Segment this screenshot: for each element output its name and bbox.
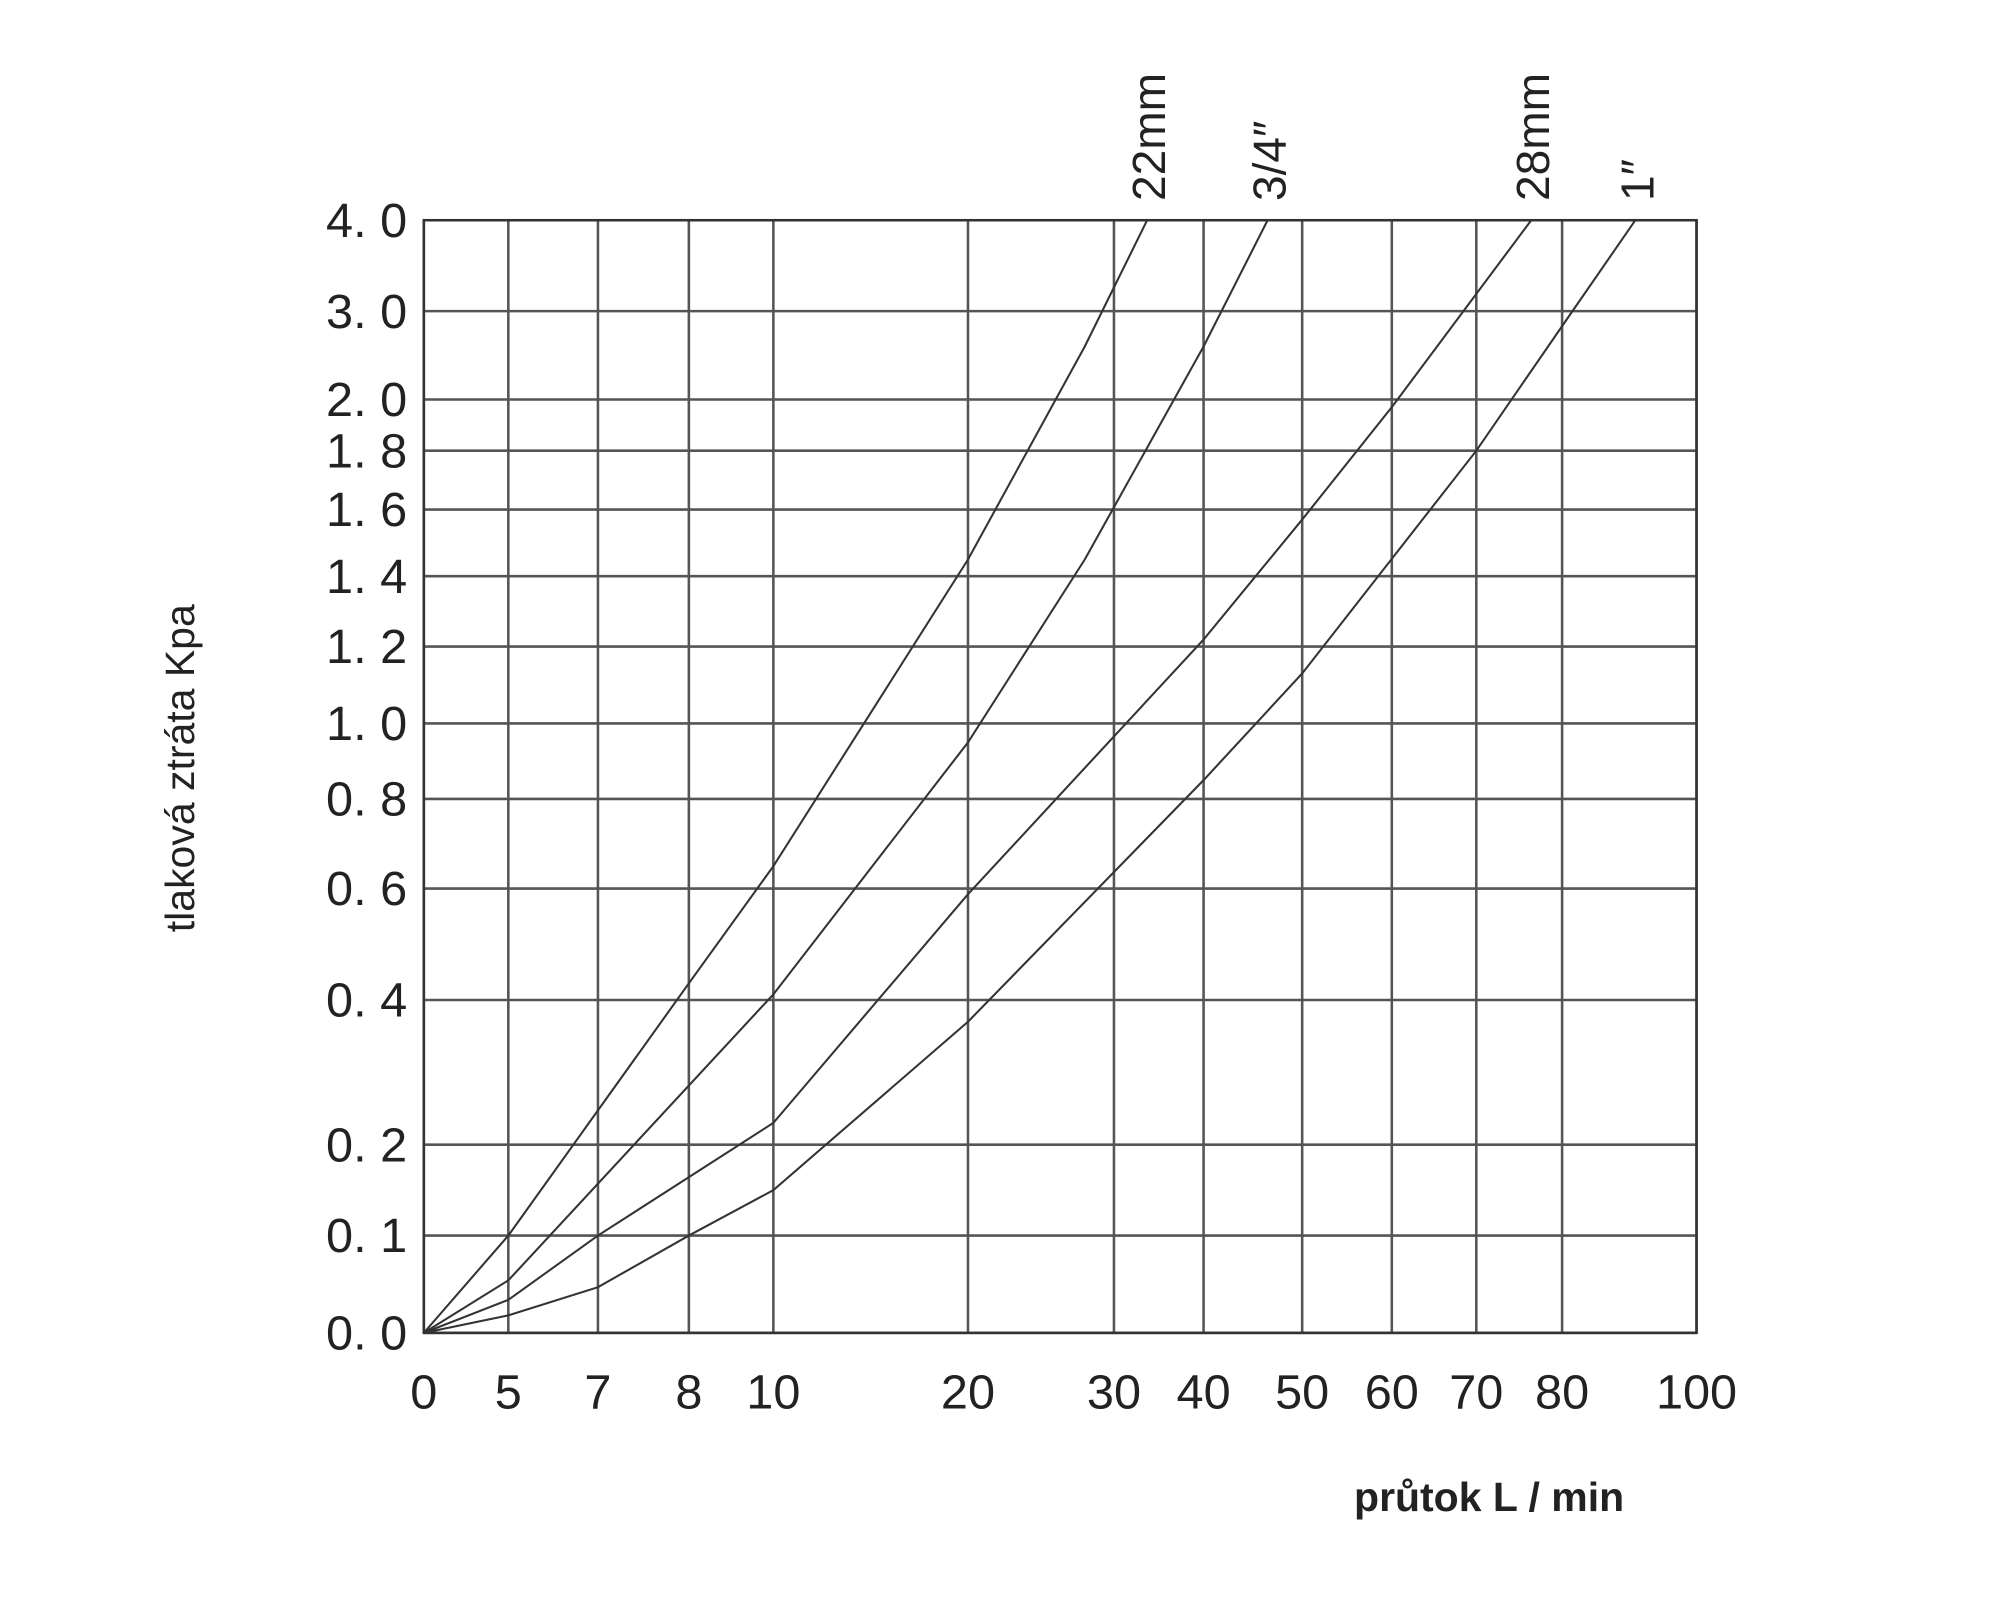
x-tick-label: 80 xyxy=(1535,1365,1589,1419)
y-tick-label: 0. 6 xyxy=(326,862,407,916)
x-tick-label: 60 xyxy=(1365,1365,1419,1419)
x-tick-label: 20 xyxy=(941,1365,995,1419)
plot-frame xyxy=(422,218,1698,1335)
series-line xyxy=(423,219,1533,1334)
y-tick-label: 3. 0 xyxy=(326,285,407,339)
y-tick-label: 0. 8 xyxy=(326,773,407,827)
x-tick-label: 30 xyxy=(1087,1365,1141,1419)
series-line xyxy=(423,219,1149,1334)
y-tick-label: 1. 2 xyxy=(326,620,407,674)
x-tick-label: 7 xyxy=(584,1365,611,1419)
y-tick-label: 4. 0 xyxy=(326,194,407,248)
y-tick-label: 2. 0 xyxy=(326,373,407,427)
series-label: 3/4″ xyxy=(1244,121,1296,201)
x-tick-label: 40 xyxy=(1177,1365,1231,1419)
series-label: 22mm xyxy=(1123,73,1175,201)
y-tick-label: 0. 4 xyxy=(326,974,407,1028)
x-tick-label: 100 xyxy=(1656,1365,1737,1419)
y-tick-label: 1. 6 xyxy=(326,483,407,537)
series-line xyxy=(423,219,1637,1334)
x-tick-label: 5 xyxy=(495,1365,522,1419)
y-tick-label: 1. 4 xyxy=(326,550,407,604)
x-tick-label: 50 xyxy=(1275,1365,1329,1419)
y-axis-title: tlaková ztráta Kpa xyxy=(157,604,203,932)
series-line xyxy=(423,219,1269,1334)
y-tick-label: 1. 0 xyxy=(326,697,407,751)
x-tick-label: 0 xyxy=(410,1365,437,1419)
y-tick-label: 1. 8 xyxy=(326,424,407,478)
y-tick-label: 0. 1 xyxy=(326,1209,407,1263)
y-tick-label: 0. 2 xyxy=(326,1118,407,1172)
x-tick-label: 70 xyxy=(1449,1365,1503,1419)
series-label: 28mm xyxy=(1507,73,1559,201)
x-axis-title: průtok L / min xyxy=(1354,1474,1624,1520)
series-label: 1″ xyxy=(1611,159,1663,201)
x-tick-label: 8 xyxy=(675,1365,702,1419)
y-tick-label: 0. 0 xyxy=(326,1307,407,1361)
x-tick-label: 10 xyxy=(746,1365,800,1419)
